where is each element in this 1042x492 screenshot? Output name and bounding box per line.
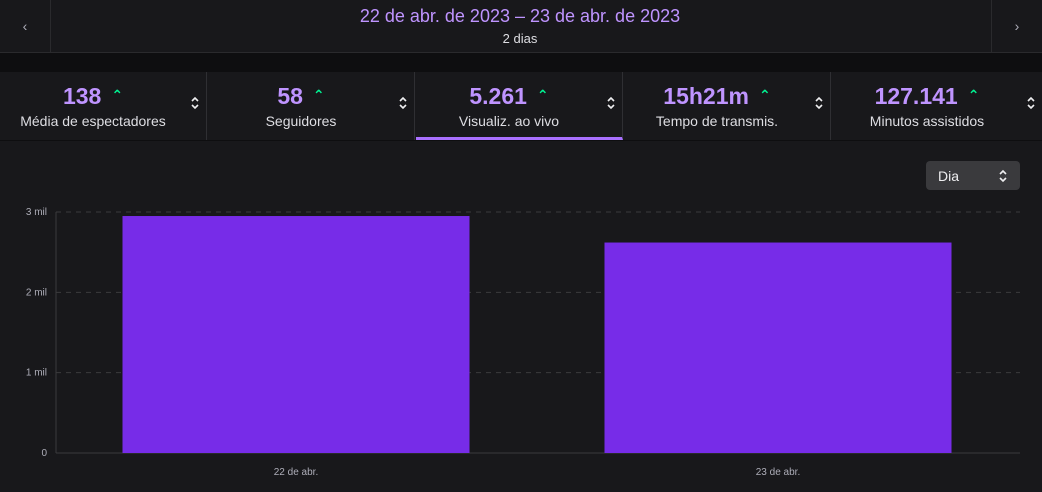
stat-tab-average-viewers[interactable]: 138 ⌃ Média de espectadores (0, 72, 207, 140)
chart-panel: Dia 0 1 mil 2 mil 3 mil 22 de abr. 23 de abr. (0, 141, 1042, 492)
sort-icon (999, 169, 1007, 183)
period-select-value: Dia (938, 168, 960, 184)
trend-up-icon: ⌃ (536, 87, 549, 103)
y-tick-label: 0 (41, 448, 47, 459)
sort-icon (399, 96, 407, 110)
date-navigation-bar: ‹ 22 de abr. de 2023 – 23 de abr. de 202… (0, 0, 1042, 53)
stat-tab-live-views[interactable]: 5.261 ⌃ Visualiz. ao vivo (416, 72, 623, 140)
stat-value-wrap: 58 ⌃ (208, 83, 394, 110)
stat-value: 127.141 (874, 83, 958, 109)
chevron-right-icon: › (1014, 18, 1020, 34)
y-tick-label: 1 mil (26, 368, 47, 379)
sort-icon (191, 96, 199, 110)
x-tick-label: 22 de abr. (274, 467, 318, 478)
stat-label: Seguidores (265, 113, 337, 129)
sort-icon (1027, 96, 1035, 110)
stat-value: 138 (62, 83, 102, 109)
stat-label: Visualiz. ao vivo (458, 113, 560, 129)
stat-label: Média de espectadores (20, 113, 166, 129)
period-select[interactable]: Dia (926, 161, 1020, 190)
sort-icon (607, 96, 615, 110)
trend-up-icon: ⌃ (111, 87, 124, 103)
chevron-left-icon: ‹ (22, 18, 28, 34)
stat-label: Tempo de transmis. (655, 113, 779, 129)
trend-up-icon: ⌃ (758, 87, 771, 103)
stat-value-wrap: 5.261 ⌃ (416, 83, 602, 110)
stat-label: Minutos assistidos (869, 113, 985, 129)
trend-up-icon: ⌃ (312, 87, 325, 103)
stat-value-wrap: 127.141 ⌃ (832, 83, 1022, 110)
stat-value-wrap: 138 ⌃ (0, 83, 186, 110)
stat-value: 58 (277, 83, 303, 109)
chart-bar[interactable] (122, 216, 470, 453)
stat-tab-stream-time[interactable]: 15h21m ⌃ Tempo de transmis. (624, 72, 831, 140)
stat-tab-followers[interactable]: 58 ⌃ Seguidores (208, 72, 415, 140)
y-tick-label: 3 mil (26, 207, 47, 218)
bar-chart: 0 1 mil 2 mil 3 mil 22 de abr. 23 de abr. (26, 207, 1020, 478)
x-tick-label: 23 de abr. (756, 467, 800, 478)
stat-value: 15h21m (663, 83, 749, 109)
stat-value: 5.261 (469, 83, 527, 109)
stat-value-wrap: 15h21m ⌃ (624, 83, 810, 110)
trend-up-icon: ⌃ (967, 87, 980, 103)
date-range-title: 22 de abr. de 2023 – 23 de abr. de 2023 (359, 6, 681, 26)
stat-tab-minutes-watched[interactable]: 127.141 ⌃ Minutos assistidos (832, 72, 1042, 140)
chart-bar[interactable] (604, 242, 952, 453)
date-range-duration: 2 dias (502, 31, 538, 46)
previous-period-button[interactable]: ‹ (0, 0, 51, 52)
y-tick-label: 2 mil (26, 287, 47, 298)
stats-tabs: 138 ⌃ Média de espectadores 58 ⌃ Seguidore… (0, 72, 1042, 140)
sort-icon (815, 96, 823, 110)
next-period-button[interactable]: › (991, 0, 1042, 52)
